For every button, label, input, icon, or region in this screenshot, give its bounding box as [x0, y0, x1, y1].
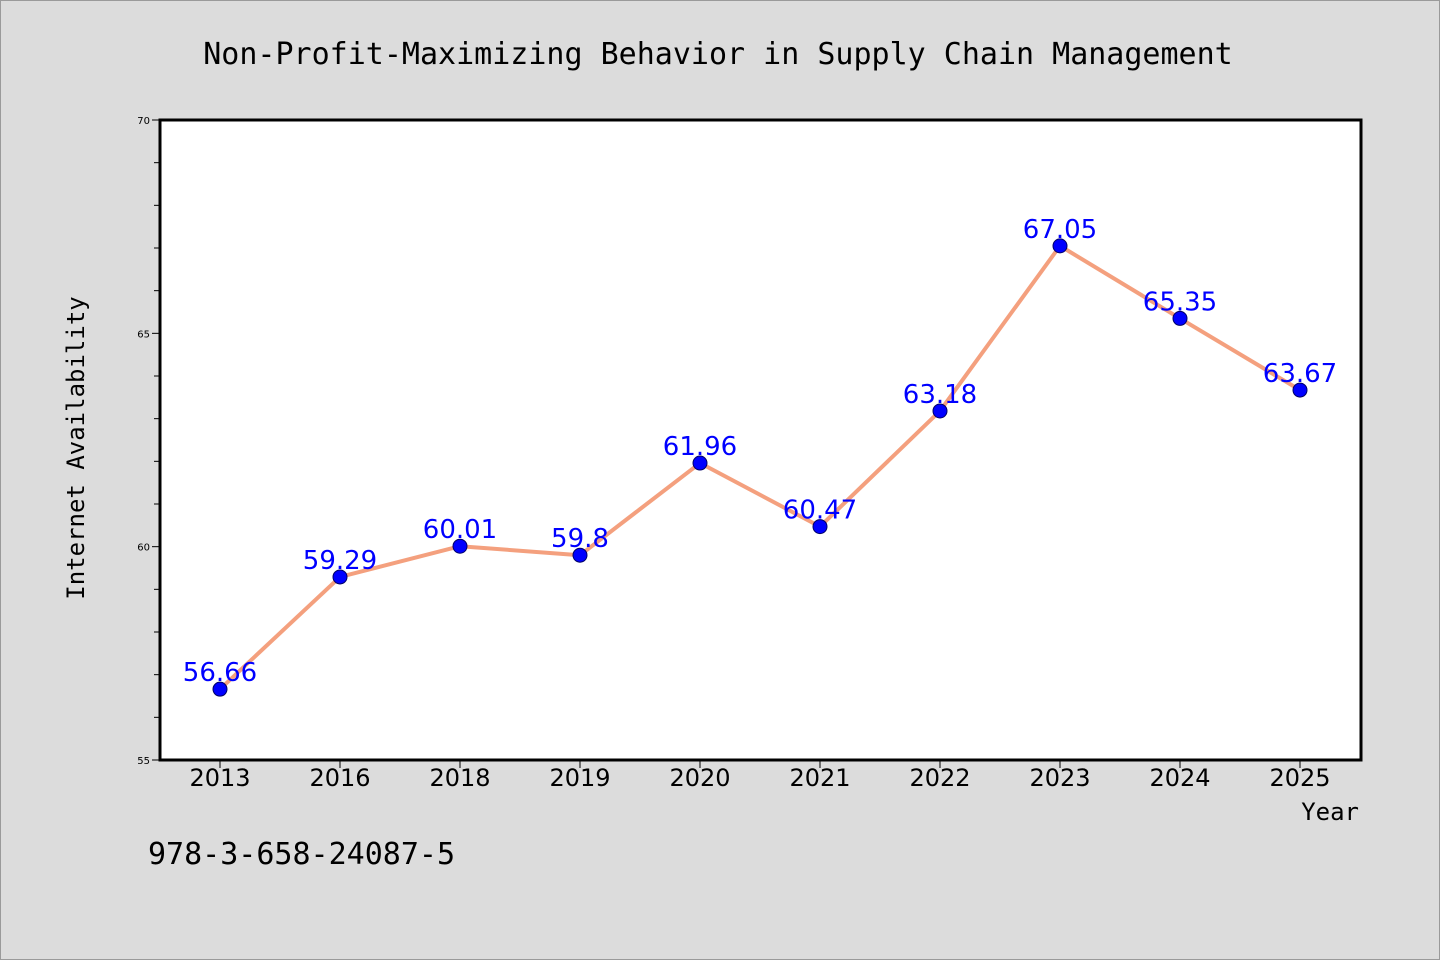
data-label: 67.05	[1023, 215, 1097, 245]
chart-title: Non-Profit-Maximizing Behavior in Supply…	[203, 37, 1233, 72]
y-tick-label: 65	[137, 329, 150, 340]
x-axis-label: Year	[1301, 798, 1359, 826]
data-labels: 56.66 59.29 60.01 59.8 61.96 60.47 63.18 67.05 6…	[183, 215, 1337, 688]
data-label: 60.01	[423, 515, 497, 545]
data-label: 65.35	[1143, 287, 1217, 317]
data-point-marker	[1292, 382, 1308, 398]
y-tick-label: 70	[137, 116, 150, 127]
x-tick-label: 2018	[429, 764, 490, 792]
data-label: 61.96	[663, 432, 737, 462]
data-point-marker	[812, 519, 828, 535]
data-label: 63.18	[903, 380, 977, 410]
data-label: 59.29	[303, 546, 377, 576]
plot-area	[160, 120, 1361, 760]
data-point-marker	[932, 403, 948, 419]
x-tick-label: 2025	[1269, 764, 1330, 792]
y-tick-label: 55	[137, 756, 150, 767]
x-tick-label: 2023	[1029, 764, 1090, 792]
data-label: 56.66	[183, 658, 257, 688]
data-point-marker	[572, 547, 588, 563]
x-tick-label: 2020	[669, 764, 730, 792]
x-tick-label: 2024	[1149, 764, 1210, 792]
data-point-marker	[332, 569, 348, 585]
series-line	[218, 243, 1302, 692]
data-point-marker	[452, 538, 468, 554]
y-axis: 55 60 65 70	[137, 116, 160, 767]
x-axis: 2013 2016 2018 2019 2020 2021 2022 2023 2024 2025	[189, 760, 1331, 792]
x-tick-label: 2013	[189, 764, 250, 792]
isbn-text: 978-3-658-24087-5	[148, 837, 455, 872]
x-tick-label: 2019	[549, 764, 610, 792]
x-tick-label: 2022	[909, 764, 970, 792]
data-markers	[212, 238, 1308, 697]
x-tick-label: 2016	[309, 764, 370, 792]
data-label: 59.8	[551, 524, 609, 554]
data-point-marker	[1052, 238, 1068, 254]
data-label: 60.47	[783, 496, 857, 526]
data-label: 63.67	[1263, 359, 1337, 389]
data-point-marker	[212, 681, 228, 697]
y-tick-label: 60	[137, 543, 150, 554]
x-tick-label: 2021	[789, 764, 850, 792]
plot-border	[158, 118, 1363, 762]
data-point-marker	[1172, 310, 1188, 326]
data-point-marker	[692, 455, 708, 471]
y-axis-label: Internet Availability	[62, 296, 90, 599]
